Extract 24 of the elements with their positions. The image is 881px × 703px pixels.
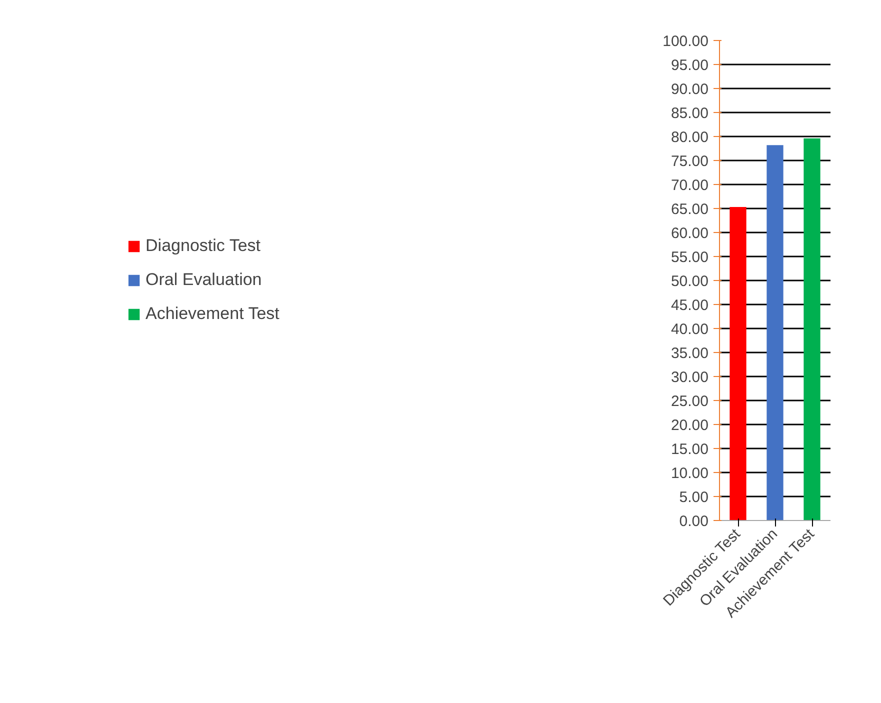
- y-tick-label: 100.00: [662, 33, 709, 50]
- y-tick-label: 80.00: [670, 129, 709, 146]
- legend-label: Oral Evaluation: [146, 270, 262, 290]
- y-tick-label: 45.00: [670, 297, 709, 314]
- y-tick-label: 25.00: [670, 393, 709, 410]
- y-tick-label: 5.00: [679, 489, 709, 506]
- y-tick-label: 60.00: [670, 225, 709, 242]
- y-tick-label: 10.00: [670, 465, 709, 482]
- y-tick-label: 90.00: [670, 81, 709, 98]
- y-tick-label: 85.00: [670, 105, 709, 122]
- y-tick-label: 40.00: [670, 321, 709, 338]
- legend-label: Diagnostic Test: [146, 236, 260, 256]
- y-tick-label: 70.00: [670, 177, 709, 194]
- y-tick-label: 0.00: [679, 513, 709, 530]
- y-tick-label: 55.00: [670, 249, 709, 266]
- legend-label: Achievement Test: [146, 304, 280, 324]
- y-tick-label: 30.00: [670, 369, 709, 386]
- y-tick-label: 75.00: [670, 153, 709, 170]
- y-tick-label: 65.00: [670, 201, 709, 218]
- y-tick-label: 50.00: [670, 273, 709, 290]
- y-tick-label: 15.00: [670, 441, 709, 458]
- y-tick-label: 35.00: [670, 345, 709, 362]
- y-tick-label: 95.00: [670, 57, 709, 74]
- y-tick-label: 20.00: [670, 417, 709, 434]
